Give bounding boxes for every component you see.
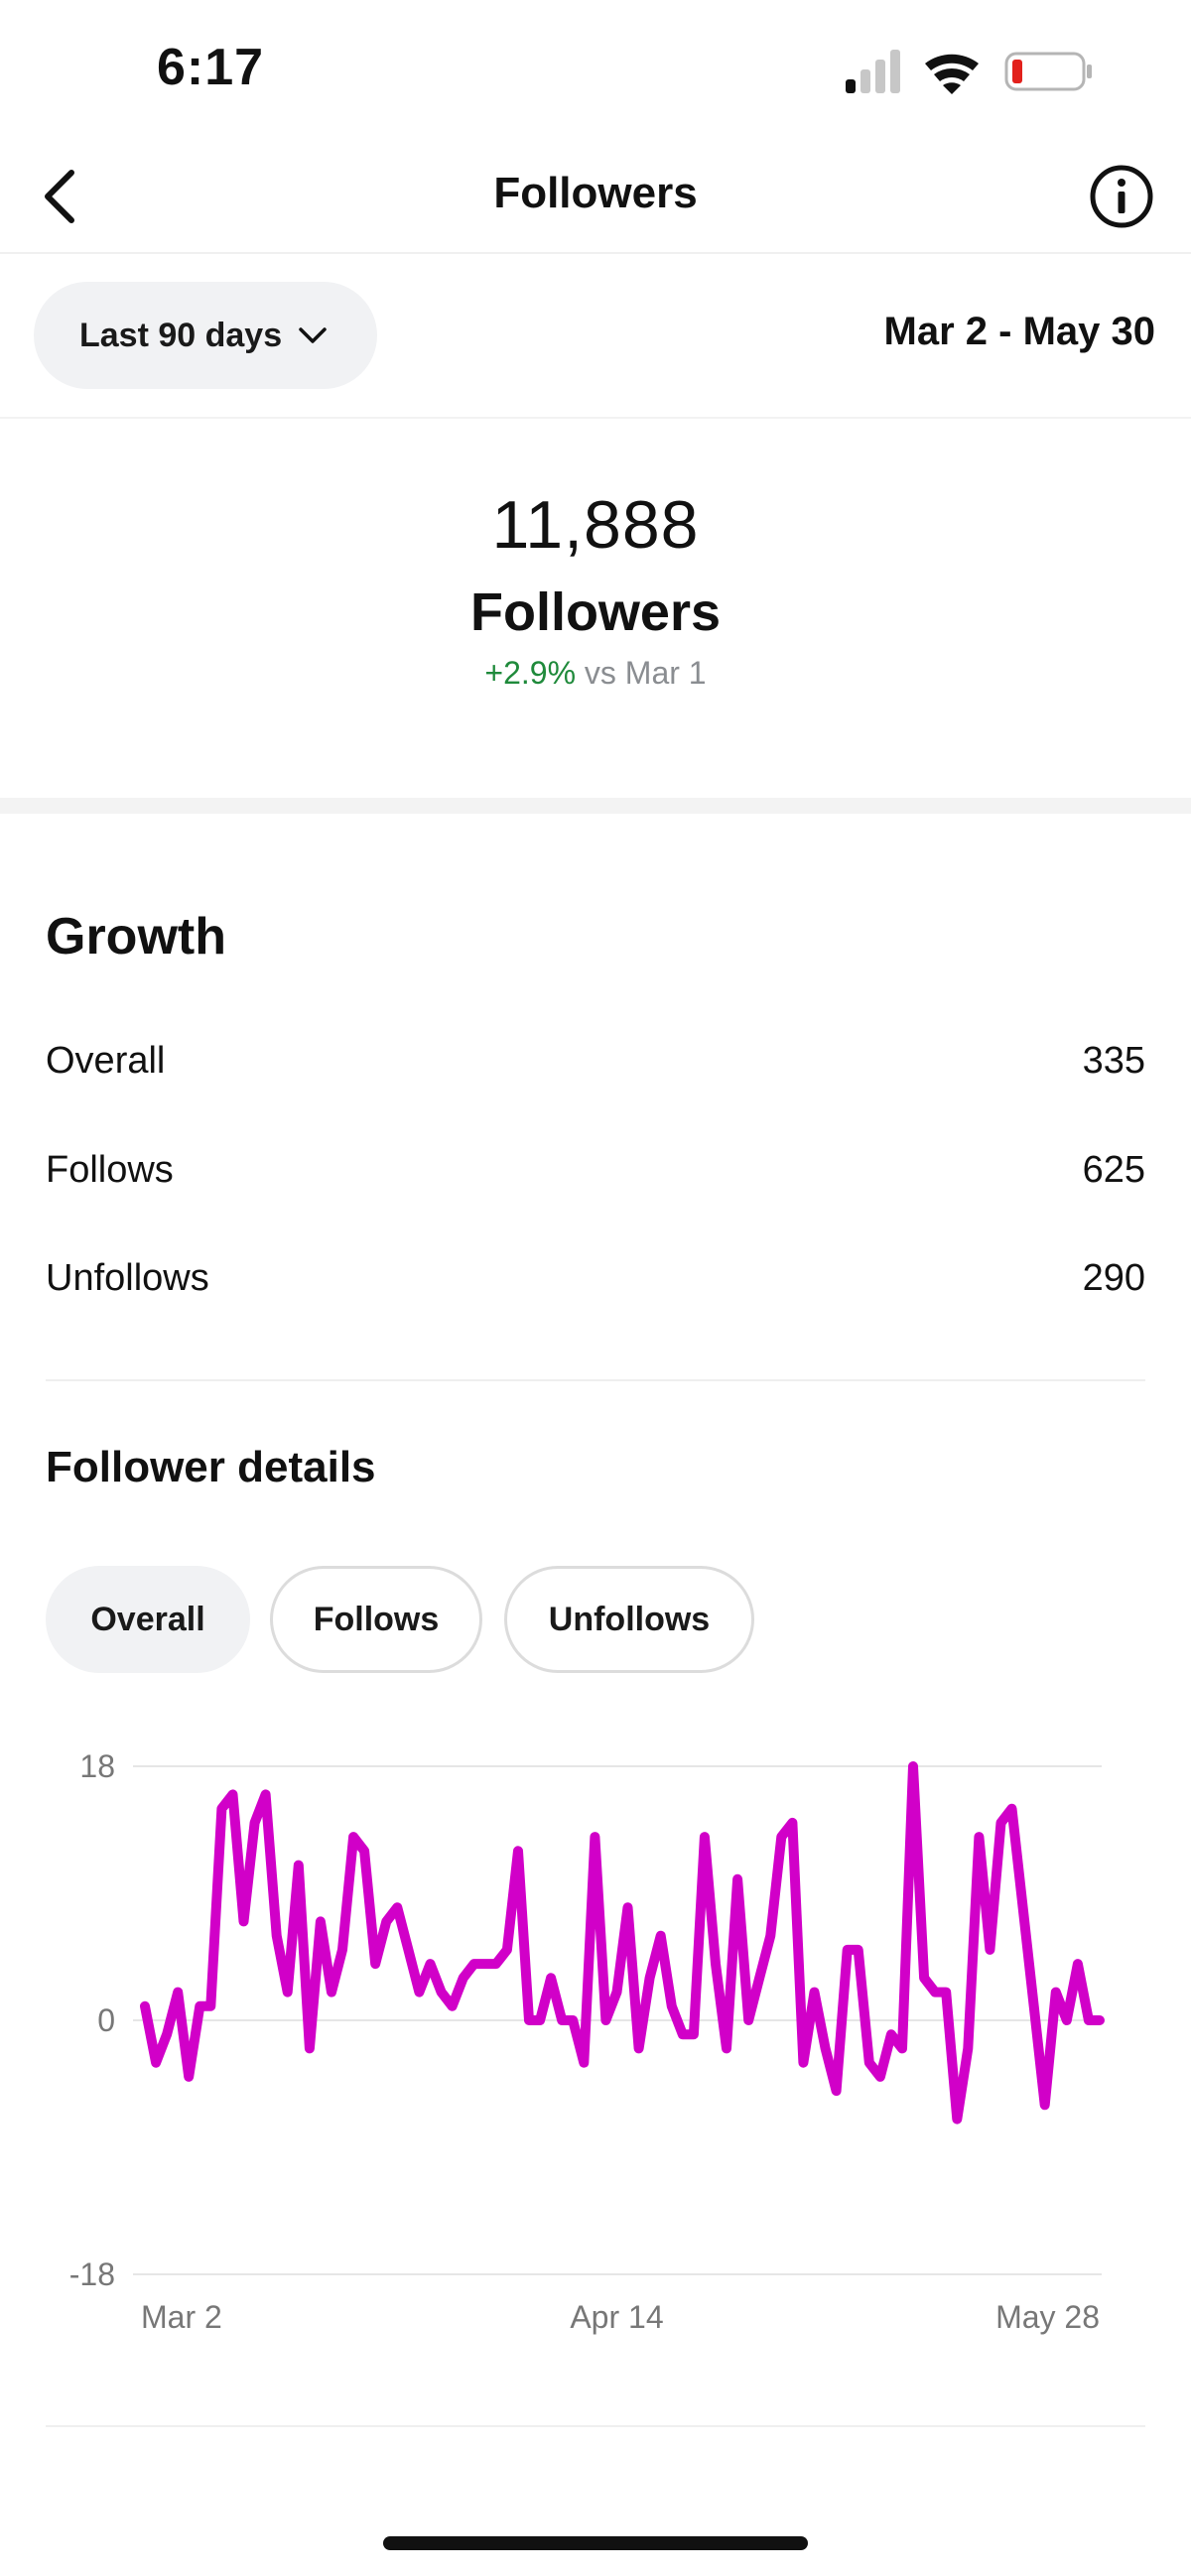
- chip-overall[interactable]: Overall: [46, 1566, 250, 1673]
- y-tick-label: 0: [97, 2002, 115, 2038]
- growth-row-value: 625: [1082, 1149, 1145, 1191]
- growth-row-label: Overall: [46, 1040, 166, 1082]
- x-tick-label: Mar 2: [141, 2299, 222, 2335]
- follower-details-title: Follower details: [46, 1443, 376, 1491]
- wifi-icon: [925, 54, 979, 94]
- status-bar: 6:17: [0, 0, 1191, 139]
- series-line-overall: [140, 1761, 1105, 2125]
- chip-label: Unfollows: [548, 1600, 711, 1638]
- page-title: Followers: [493, 169, 698, 217]
- growth-row-label: Follows: [46, 1149, 174, 1191]
- home-indicator: [383, 2536, 808, 2550]
- change-comparison: vs Mar 1: [584, 655, 707, 691]
- x-tick-label: Apr 14: [570, 2299, 663, 2335]
- back-button[interactable]: [22, 159, 97, 234]
- divider: [46, 2425, 1145, 2427]
- chip-label: Overall: [90, 1600, 205, 1638]
- date-range-dropdown[interactable]: Last 90 days: [34, 282, 377, 389]
- growth-row-overall: Overall 335: [46, 1040, 1145, 1099]
- info-button[interactable]: [1082, 157, 1161, 236]
- status-time: 6:17: [157, 39, 265, 96]
- chip-label: Follows: [313, 1600, 440, 1638]
- follower-count-label: Followers: [469, 582, 722, 642]
- chevron-left-icon: [45, 170, 74, 223]
- chevron-down-icon: [299, 327, 327, 343]
- nav-bar: Followers: [0, 139, 1191, 254]
- chip-follows[interactable]: Follows: [270, 1566, 482, 1673]
- follower-summary: 11,888 Followers +2.9% vs Mar 1: [0, 421, 1191, 798]
- follower-count: 11,888: [491, 487, 700, 563]
- x-tick-label: May 28: [995, 2299, 1100, 2335]
- info-icon: [1090, 165, 1153, 228]
- y-tick-label: 18: [79, 1748, 115, 1784]
- growth-row-value: 290: [1082, 1257, 1145, 1299]
- filter-row: Last 90 days Mar 2 - May 30: [0, 256, 1191, 419]
- cellular-signal-icon: [846, 50, 900, 93]
- status-icons: [846, 50, 1092, 94]
- growth-row-value: 335: [1082, 1040, 1145, 1082]
- date-range-dropdown-label: Last 90 days: [79, 316, 283, 354]
- date-range-text: Mar 2 - May 30: [883, 310, 1155, 353]
- y-tick-label: -18: [69, 2256, 115, 2292]
- follower-line-chart: 18 0 -18 Mar 2 Apr 14 May 28: [69, 1748, 1105, 2335]
- follower-change: +2.9% vs Mar 1: [0, 655, 1191, 692]
- divider: [46, 1379, 1145, 1381]
- chip-unfollows[interactable]: Unfollows: [504, 1566, 754, 1673]
- change-percent: +2.9%: [484, 655, 577, 691]
- growth-row-unfollows: Unfollows 290: [46, 1257, 1145, 1317]
- battery-low-icon: [1004, 52, 1092, 91]
- section-divider: [0, 798, 1191, 814]
- growth-row-label: Unfollows: [46, 1257, 209, 1299]
- growth-title: Growth: [46, 908, 226, 966]
- growth-row-follows: Follows 625: [46, 1149, 1145, 1209]
